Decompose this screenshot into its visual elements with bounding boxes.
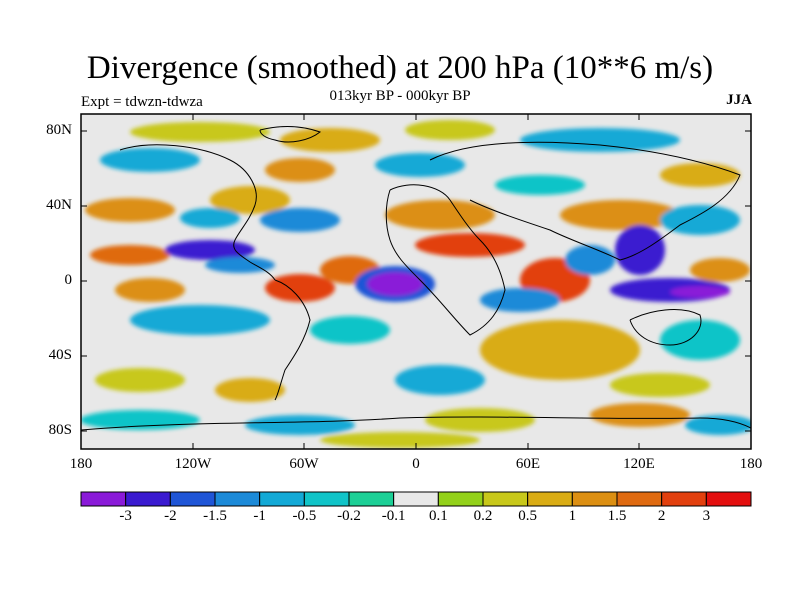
field-blob bbox=[95, 368, 185, 392]
colorbar-swatch bbox=[169, 491, 216, 507]
coastlines bbox=[81, 126, 751, 431]
colorbar-swatch bbox=[80, 491, 127, 507]
lon-label-60e: 60E bbox=[515, 456, 541, 472]
colorbar bbox=[80, 491, 752, 507]
field-blob bbox=[415, 233, 525, 257]
colorbar-swatch bbox=[259, 491, 305, 507]
colorbar-tick-label: 0.2 bbox=[473, 508, 493, 524]
colorbar-tick-label: -0.1 bbox=[381, 508, 406, 524]
colorbar-swatch bbox=[125, 491, 171, 507]
field-blob bbox=[85, 198, 175, 222]
field-blob bbox=[660, 205, 740, 235]
colorbar-swatch bbox=[437, 491, 484, 507]
field-blob bbox=[610, 373, 710, 397]
field-blob bbox=[215, 378, 285, 402]
colorbar-tick-label: 0.1 bbox=[428, 508, 448, 524]
colorbar-tick-label: -0.5 bbox=[292, 508, 317, 524]
lon-label-0: 0 bbox=[412, 456, 420, 472]
field-blob bbox=[590, 403, 690, 427]
field-blob bbox=[210, 186, 290, 214]
field-blob bbox=[165, 240, 255, 260]
colorbar-tick-label: -2 bbox=[164, 508, 177, 524]
colorbar-swatch bbox=[616, 491, 663, 507]
field-blob bbox=[115, 278, 185, 302]
field-blob bbox=[265, 158, 335, 182]
season-label: JJA bbox=[726, 92, 752, 108]
colorbar-swatch bbox=[393, 491, 439, 507]
colorbar-tick-label: -0.2 bbox=[337, 508, 361, 524]
field-blob bbox=[660, 163, 740, 187]
field-blob bbox=[180, 208, 240, 228]
colorbar-swatch bbox=[661, 491, 707, 507]
colorbar-swatch bbox=[482, 491, 529, 507]
chart-subtitle: 013kyr BP - 000kyr BP bbox=[329, 88, 471, 104]
colorbar-swatch bbox=[348, 491, 395, 507]
field-blob bbox=[685, 415, 751, 435]
lat-label-80s: 80S bbox=[48, 422, 72, 438]
field-blob bbox=[385, 200, 495, 230]
colorbar-tick-label: 2 bbox=[657, 508, 666, 524]
lon-label-120w: 120W bbox=[174, 456, 212, 472]
field-blob bbox=[265, 274, 335, 302]
lon-label-180w: 180 bbox=[69, 456, 93, 472]
field-blob bbox=[320, 432, 480, 448]
field-blob bbox=[690, 258, 750, 282]
lat-label-40s: 40S bbox=[48, 347, 72, 363]
field-blob bbox=[245, 415, 355, 435]
field-blob bbox=[565, 245, 615, 275]
colorbar-tick-label: 1 bbox=[568, 508, 577, 524]
field-blob bbox=[81, 410, 200, 430]
lon-label-60w: 60W bbox=[289, 456, 319, 472]
colorbar-swatch bbox=[571, 491, 618, 507]
colorbar-tick-label: 3 bbox=[702, 508, 711, 524]
field-blob bbox=[405, 120, 495, 140]
colorbar-tick-label: -1.5 bbox=[203, 508, 227, 524]
colorbar-tick-label: -3 bbox=[119, 508, 132, 524]
lon-label-120e: 120E bbox=[623, 456, 655, 472]
colorbar-tick-label: -1 bbox=[253, 508, 266, 524]
field-blob bbox=[260, 208, 340, 232]
colorbar-swatch bbox=[303, 491, 350, 507]
lat-label-0: 0 bbox=[64, 272, 73, 288]
field-blob bbox=[660, 320, 740, 360]
field-blob bbox=[480, 320, 640, 380]
field-blob bbox=[90, 245, 170, 265]
colorbar-tick-label: 1.5 bbox=[607, 508, 627, 524]
field-blob bbox=[280, 128, 380, 152]
divergence-field bbox=[81, 114, 751, 449]
chart-title: Divergence (smoothed) at 200 hPa (10**6 … bbox=[86, 50, 714, 86]
lon-label-180e: 180 bbox=[739, 456, 763, 472]
field-blob bbox=[310, 316, 390, 344]
field-blob bbox=[100, 148, 200, 172]
field-blob bbox=[395, 365, 485, 395]
lat-ticks bbox=[81, 130, 751, 432]
field-blob bbox=[130, 305, 270, 335]
field-blob bbox=[560, 200, 680, 230]
lat-label-80n: 80N bbox=[46, 122, 72, 138]
field-blob bbox=[367, 272, 423, 296]
lon-ticks bbox=[80, 114, 752, 449]
colorbar-tick-label: 0.5 bbox=[518, 508, 538, 524]
field-blob bbox=[375, 153, 465, 177]
field-blob bbox=[480, 288, 560, 312]
colorbar-swatch bbox=[214, 491, 261, 507]
field-blob bbox=[130, 122, 270, 142]
colorbar-swatch bbox=[527, 491, 573, 507]
lat-label-40n: 40N bbox=[46, 197, 72, 213]
field-blob bbox=[425, 408, 535, 432]
colorbar-swatch bbox=[705, 491, 752, 507]
field-blob bbox=[495, 175, 585, 195]
field-blob bbox=[670, 286, 730, 298]
field-blob bbox=[205, 257, 275, 273]
experiment-label: Expt = tdwzn-tdwza bbox=[81, 94, 203, 110]
field-blob bbox=[520, 128, 680, 152]
field-blob bbox=[615, 225, 665, 275]
